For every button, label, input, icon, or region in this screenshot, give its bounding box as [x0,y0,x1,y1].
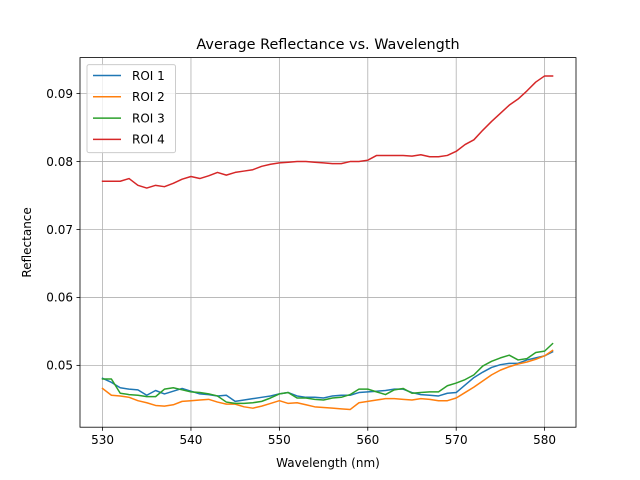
legend-frame [86,64,176,154]
y-tick-label: 0.09 [46,87,73,101]
series-line-roi-1 [101,350,554,403]
y-tick-label: 0.05 [46,359,73,373]
series-lines [101,75,554,411]
series-line-roi-3 [101,342,554,405]
y-tick-label: 0.07 [46,223,73,237]
series-line-roi-4 [101,75,554,189]
x-tick-label: 530 [91,433,114,447]
legend: ROI 1 ROI 2 ROI 3 ROI 4 [86,64,176,154]
x-axis-label: Wavelength (nm) [276,456,380,470]
chart-title: Average Reflectance vs. Wavelength [196,37,459,53]
legend-label-roi-2: ROI 2 [132,90,165,104]
series-line-roi-2 [101,349,554,411]
y-tick-label: 0.06 [46,291,73,305]
x-tick-label: 550 [268,433,291,447]
y-tick-label: 0.08 [46,155,73,169]
x-tick-label: 540 [180,433,203,447]
x-tick-label: 570 [445,433,468,447]
legend-label-roi-3: ROI 3 [132,111,165,125]
grid [80,57,576,428]
y-axis-label: Reflectance [20,207,34,277]
axis-ticks: 530 540 550 560 570 580 0.05 0.06 0.07 0.08 0.09 [46,87,556,447]
legend-label-roi-4: ROI 4 [132,133,165,147]
plot-frame [79,57,577,428]
x-tick-label: 580 [533,433,556,447]
legend-label-roi-1: ROI 1 [132,69,165,83]
x-tick-label: 560 [356,433,379,447]
